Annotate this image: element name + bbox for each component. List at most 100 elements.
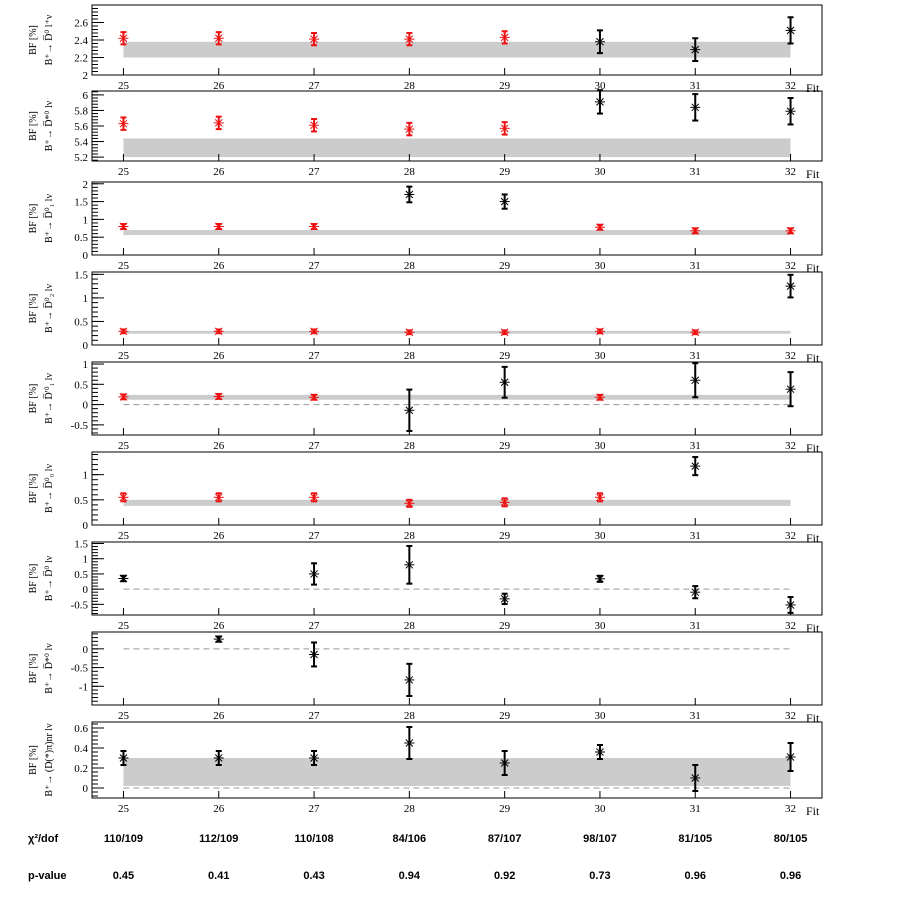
x-tick-label: 25 [118, 350, 130, 362]
chi2-value: 81/105 [678, 833, 712, 845]
x-tick-label: 28 [404, 260, 416, 272]
marker-stroke [786, 226, 795, 235]
x-tick-label: 26 [213, 440, 225, 452]
y-tick-label: 0.2 [74, 763, 88, 775]
x-tick-label: 25 [118, 166, 130, 178]
pvalue-row-label: p-value [28, 870, 67, 882]
x-tick-label: 29 [499, 166, 511, 178]
x-tick-label: 30 [594, 350, 606, 362]
data-point [118, 31, 129, 46]
data-point [118, 750, 129, 766]
marker-stroke [310, 35, 318, 43]
data-point [690, 328, 701, 337]
data-point [118, 116, 129, 131]
y-axis-title-line2: B⁺→ D̅⁰ l⁺ν [44, 14, 55, 65]
data-point [690, 226, 701, 235]
x-tick-label: 25 [118, 260, 130, 272]
marker-stroke [119, 34, 128, 43]
y-tick-label: 0 [83, 644, 89, 656]
y-axis-title-line2: B⁺→ D̅'⁰₁ lν [44, 373, 55, 424]
data-point [118, 327, 129, 336]
data-point [594, 327, 605, 336]
data-point [309, 222, 320, 231]
y-tick-label: 0 [83, 783, 89, 795]
data-point [118, 574, 129, 583]
reference-band [123, 499, 791, 506]
y-tick-label: 0 [83, 250, 89, 262]
x-tick-label: 32 [785, 803, 796, 815]
x-tick-label: 28 [404, 166, 416, 178]
y-tick-label: 0.4 [74, 743, 88, 755]
y-axis-title-line1: BF [%] [28, 204, 39, 234]
marker-stroke [500, 759, 509, 767]
x-tick-label: 26 [213, 620, 225, 632]
y-tick-label: 1 [83, 470, 89, 482]
x-tick-label: 29 [499, 620, 511, 632]
x-axis-title: Fit [806, 261, 820, 275]
marker-stroke [691, 588, 700, 597]
data-point [309, 32, 320, 47]
y-tick-label: 1.5 [74, 539, 88, 551]
data-point [118, 222, 129, 231]
marker-stroke [500, 378, 509, 387]
marker-stroke [310, 493, 318, 502]
x-tick-label: 31 [690, 530, 701, 542]
marker-stroke [119, 327, 128, 336]
x-tick-label: 27 [309, 260, 321, 272]
x-tick-label: 26 [213, 260, 225, 272]
marker-stroke [786, 753, 795, 761]
data-point [594, 574, 605, 583]
marker-stroke [596, 574, 604, 583]
marker-stroke [214, 754, 223, 762]
chi2-value: 98/107 [583, 833, 617, 845]
data-point [785, 371, 796, 408]
panel-8: -1 -0.5 0 25 26 27 28 29 30 31 32 Fit BF [%] B⁺→ D̅*⁰… [28, 631, 823, 725]
marker-stroke [214, 34, 223, 43]
marker-stroke [596, 493, 604, 502]
chi2-value: 84/106 [393, 833, 427, 845]
reference-band [123, 230, 791, 236]
reference-band [123, 394, 791, 400]
chi2-values: 110/109 112/109 110/108 84/106 87/107 98/107 8… [104, 833, 808, 845]
x-tick-label: 32 [785, 260, 796, 272]
marker-stroke [310, 222, 318, 231]
panel-1: 2 2.2 2.4 2.6 25 26 27 28 29 30 31 32 Fit BF [%] B⁺→ D… [28, 4, 823, 95]
marker-stroke [596, 393, 604, 402]
marker-stroke [596, 37, 604, 46]
x-tick-label: 30 [594, 620, 606, 632]
x-tick-label: 27 [309, 710, 321, 722]
data-point [404, 498, 415, 508]
x-tick-label: 28 [404, 350, 416, 362]
data-point [309, 327, 320, 336]
x-tick-label: 28 [404, 80, 416, 92]
pvalue-value: 0.96 [685, 870, 706, 882]
marker-stroke [214, 119, 223, 127]
y-tick-label: 1 [83, 359, 89, 371]
data-point [594, 744, 605, 760]
marker-stroke [500, 124, 509, 133]
marker-stroke [596, 327, 604, 336]
chi2-row-label: χ²/dof [28, 833, 58, 845]
data-point [404, 121, 415, 137]
panel-frame [91, 361, 823, 436]
marker-stroke [214, 222, 223, 231]
marker-stroke [405, 190, 414, 199]
x-tick-label: 30 [594, 440, 606, 452]
data-point [404, 185, 415, 204]
data-point [404, 544, 415, 585]
x-tick-label: 29 [499, 350, 511, 362]
data-point [690, 37, 701, 62]
y-axis-title-line2: B⁺→ D̅⁰₁ lν [44, 194, 55, 243]
data-point [309, 562, 320, 586]
marker-stroke [310, 570, 318, 578]
data-point [785, 273, 796, 299]
data-point [118, 393, 129, 401]
x-tick-label: 32 [785, 80, 796, 92]
chi2-value: 80/105 [774, 833, 808, 845]
y-tick-label: 0.5 [74, 379, 88, 391]
marker-stroke [310, 327, 318, 336]
pvalue-value: 0.45 [113, 870, 134, 882]
data-point [690, 362, 701, 399]
x-tick-label: 26 [213, 530, 225, 542]
panel-frame [91, 541, 823, 616]
